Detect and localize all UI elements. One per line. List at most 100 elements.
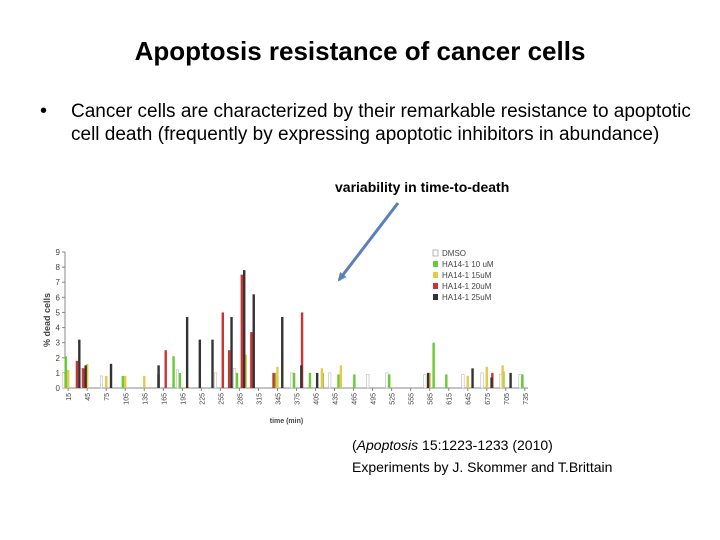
citation: (Apoptosis 15:1223-1233 (2010) Experimen… bbox=[352, 434, 612, 478]
bar-3 bbox=[272, 372, 275, 388]
x-tick-label: 345 bbox=[275, 393, 282, 405]
bar-4 bbox=[78, 339, 81, 388]
bar-0 bbox=[366, 374, 370, 389]
y-tick-label: 9 bbox=[56, 248, 61, 257]
slide-title: Apoptosis resistance of cancer cells bbox=[134, 36, 586, 66]
bar-4 bbox=[198, 339, 202, 388]
bar-2 bbox=[105, 375, 108, 388]
bar-0 bbox=[518, 374, 522, 389]
bar-2 bbox=[428, 372, 431, 388]
bar-2 bbox=[501, 365, 504, 388]
legend-label: HA14-1 10 uM bbox=[442, 260, 494, 269]
x-tick-label: 225 bbox=[199, 393, 206, 405]
x-tick-label: 705 bbox=[504, 393, 511, 405]
bar-1 bbox=[445, 374, 448, 388]
bar-1 bbox=[521, 374, 524, 388]
x-axis-label: time (min) bbox=[270, 418, 303, 425]
annotation-label: variability in time-to-death bbox=[335, 179, 510, 195]
bar-4 bbox=[509, 372, 512, 388]
bar-3 bbox=[75, 360, 79, 388]
bar-3 bbox=[82, 368, 85, 388]
legend-label: HA14-1 20uM bbox=[442, 282, 492, 291]
x-tick-label: 585 bbox=[428, 393, 435, 405]
bar-4 bbox=[426, 372, 430, 388]
x-tick-label: 255 bbox=[218, 393, 225, 405]
bar-3 bbox=[250, 332, 253, 388]
x-tick-label: 375 bbox=[295, 393, 302, 405]
bar-0 bbox=[176, 369, 179, 389]
bar-2 bbox=[143, 375, 146, 388]
y-tick-label: 1 bbox=[56, 369, 61, 378]
x-tick-label: 15 bbox=[66, 393, 73, 401]
bar-2 bbox=[466, 375, 469, 388]
bar-0 bbox=[233, 368, 237, 389]
bullet-marker: • bbox=[40, 100, 48, 122]
bar-1 bbox=[388, 374, 391, 388]
x-tick-label: 525 bbox=[390, 393, 397, 405]
bar-4 bbox=[490, 377, 493, 388]
bar-4 bbox=[281, 316, 284, 388]
bar-4 bbox=[243, 270, 246, 388]
bar-4 bbox=[185, 316, 189, 388]
x-tick-label: 285 bbox=[237, 393, 244, 405]
bar-3 bbox=[227, 350, 231, 388]
bar-0 bbox=[480, 372, 484, 389]
x-tick-label: 105 bbox=[123, 393, 130, 405]
legend-label: DMSO bbox=[442, 249, 466, 258]
bar-2 bbox=[485, 366, 488, 388]
x-tick-label: 435 bbox=[333, 393, 340, 405]
x-tick-label: 315 bbox=[256, 393, 263, 405]
citation-line-1: (Apoptosis 15:1223-1233 (2010) bbox=[352, 437, 553, 453]
bar-2 bbox=[244, 354, 247, 388]
bar-0 bbox=[385, 372, 389, 389]
y-tick-label: 0 bbox=[56, 384, 61, 393]
bar-1 bbox=[172, 356, 175, 388]
bar-4 bbox=[252, 294, 255, 388]
x-tick-label: 675 bbox=[485, 393, 492, 405]
bar-0 bbox=[214, 372, 218, 389]
legend-label: HA14-1 15uM bbox=[442, 271, 492, 280]
legend-swatch bbox=[432, 249, 439, 257]
bar-4 bbox=[471, 368, 474, 388]
bar-4 bbox=[157, 365, 160, 388]
bar-1 bbox=[178, 372, 182, 388]
legend-swatch bbox=[433, 294, 438, 300]
bar-2 bbox=[85, 363, 89, 388]
x-tick-label: 465 bbox=[352, 393, 359, 405]
x-tick-label: 555 bbox=[409, 393, 416, 405]
bar-2 bbox=[339, 365, 343, 388]
bar-4 bbox=[315, 372, 319, 388]
bar-4 bbox=[84, 365, 87, 388]
y-tick-label: 2 bbox=[56, 354, 61, 363]
x-tick-label: 75 bbox=[104, 393, 111, 401]
legend-swatch bbox=[433, 272, 438, 278]
citation-line-2: Experiments by J. Skommer and T.Brittain bbox=[352, 459, 613, 475]
bar-2 bbox=[320, 368, 324, 388]
bar-4 bbox=[300, 365, 303, 388]
bar-2 bbox=[276, 366, 279, 388]
bar-4 bbox=[109, 363, 113, 388]
bar-1 bbox=[235, 372, 239, 388]
legend-swatch bbox=[433, 261, 438, 267]
bar-1 bbox=[292, 372, 296, 388]
bar-3 bbox=[221, 312, 224, 388]
x-tick-label: 645 bbox=[466, 393, 473, 405]
bar-0 bbox=[290, 372, 294, 389]
bar-3 bbox=[300, 312, 304, 388]
y-tick-label: 8 bbox=[56, 263, 61, 272]
bar-2 bbox=[124, 375, 127, 388]
bar-0 bbox=[99, 375, 103, 389]
bullet-text: Cancer cells are characterized by their … bbox=[71, 101, 691, 145]
y-tick-label: 6 bbox=[56, 293, 61, 302]
bar-0 bbox=[61, 372, 65, 389]
citation-reference: 15:1223-1233 (2010) bbox=[418, 437, 553, 453]
y-tick-label: 3 bbox=[56, 339, 61, 348]
y-tick-label: 7 bbox=[56, 278, 61, 287]
bar-1 bbox=[353, 374, 356, 388]
bar-4 bbox=[211, 339, 214, 388]
bar-1 bbox=[273, 372, 277, 388]
bar-0 bbox=[461, 374, 465, 389]
bar-0 bbox=[423, 374, 427, 389]
